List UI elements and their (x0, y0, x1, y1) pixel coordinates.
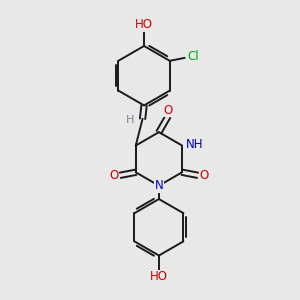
Text: H: H (126, 115, 134, 125)
Text: O: O (163, 104, 172, 117)
Text: Cl: Cl (187, 50, 199, 63)
Text: O: O (200, 169, 209, 182)
Text: O: O (109, 169, 119, 182)
Text: HO: HO (150, 270, 168, 284)
Text: HO: HO (135, 18, 153, 31)
Text: N: N (154, 179, 163, 192)
Text: NH: NH (186, 138, 203, 151)
